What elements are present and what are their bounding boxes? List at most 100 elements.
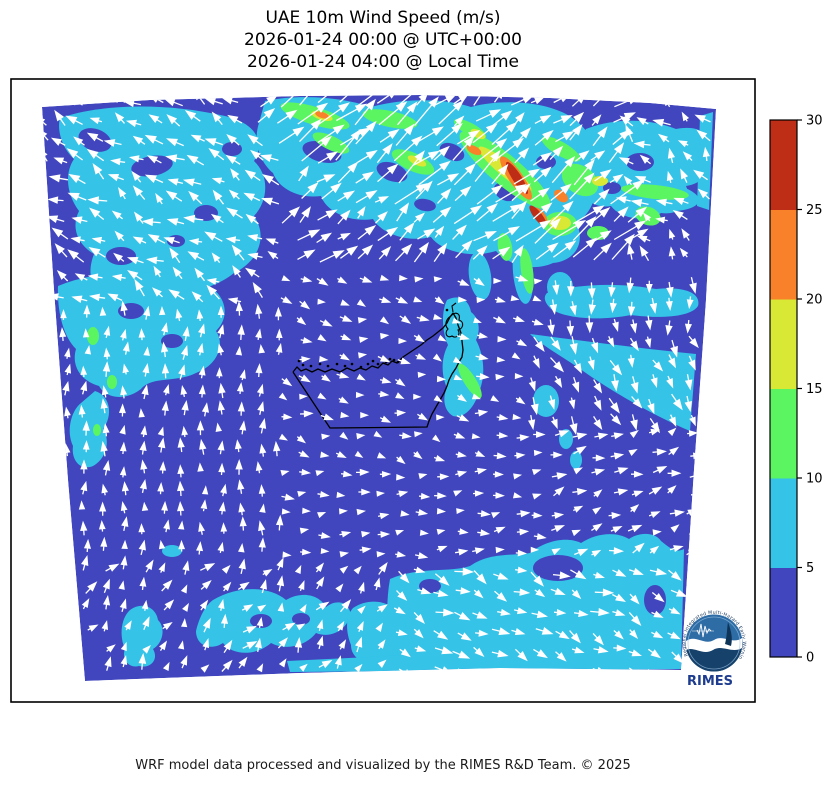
wind-arrow xyxy=(453,490,463,497)
wind-arrow xyxy=(336,371,350,379)
wind-arrow xyxy=(550,416,558,430)
wind-arrow xyxy=(493,452,507,460)
wind-arrow xyxy=(591,114,602,126)
island-dot xyxy=(371,359,375,363)
wind-arrow xyxy=(255,363,263,378)
wind-arrow xyxy=(633,140,651,149)
wind-arrow xyxy=(166,114,181,127)
wind-arrow xyxy=(166,218,185,226)
wind-arrow xyxy=(282,622,296,631)
wind-arrow xyxy=(339,315,353,322)
wind-arrow xyxy=(670,339,678,358)
wind-arrow xyxy=(629,629,639,640)
wind-arrow xyxy=(493,315,506,324)
wind-arrow xyxy=(60,309,67,320)
wind-arrow xyxy=(684,374,693,391)
wind-arrow xyxy=(258,537,266,552)
wind-arrow xyxy=(339,551,349,558)
wind-arrow xyxy=(414,552,429,560)
wind-arrow xyxy=(516,338,528,347)
wind-arrow xyxy=(81,554,89,571)
wind-arrow xyxy=(516,434,530,442)
wind-arrow xyxy=(670,524,680,533)
wind-arrow xyxy=(473,570,487,585)
wind-arrow xyxy=(592,126,608,147)
wind-arrow xyxy=(339,565,349,574)
wind-arrow xyxy=(274,306,282,321)
wind-arrow xyxy=(100,398,108,414)
wind-arrow xyxy=(237,479,245,494)
wind-arrow xyxy=(316,174,336,183)
wind-arrow xyxy=(651,630,664,639)
wind-arrow xyxy=(318,532,331,539)
wind-arrow xyxy=(379,415,392,423)
wind-arrow xyxy=(531,512,543,519)
wind-arrow xyxy=(433,589,449,598)
wind-speed-patch xyxy=(256,97,595,268)
wind-arrow xyxy=(259,443,267,457)
wind-arrow xyxy=(668,607,681,615)
wind-arrow xyxy=(340,599,352,613)
wind-arrow xyxy=(230,168,240,181)
wind-arrow xyxy=(354,98,376,126)
wind-arrow xyxy=(572,205,605,225)
wind-arrow xyxy=(375,211,388,224)
wind-arrow xyxy=(315,576,325,590)
wind-arrow xyxy=(316,635,324,650)
wind-arrow xyxy=(413,450,423,460)
wind-arrow xyxy=(163,237,180,245)
wind-arrow xyxy=(134,278,145,297)
wind-arrow xyxy=(83,538,91,553)
wind-arrow xyxy=(475,629,489,637)
wind-arrow xyxy=(552,571,571,580)
wind-arrow xyxy=(610,452,625,460)
wind-arrow xyxy=(400,510,410,517)
wind-arrow xyxy=(634,175,651,184)
wind-arrow xyxy=(143,346,150,356)
wind-arrow xyxy=(338,396,349,404)
wind-arrow xyxy=(294,564,302,575)
wind-speed-patch xyxy=(644,585,666,615)
wind-arrow xyxy=(280,95,310,108)
wind-arrow xyxy=(569,111,585,127)
wind-arrow xyxy=(122,363,130,375)
wind-arrow xyxy=(141,384,149,400)
wind-arrow xyxy=(104,656,112,671)
wind-arrow xyxy=(493,526,506,534)
wind-arrow xyxy=(373,577,381,591)
wind-arrow xyxy=(281,377,293,387)
wind-arrow xyxy=(299,410,314,418)
island-dot xyxy=(318,362,322,366)
island-dot xyxy=(301,363,305,367)
wind-arrow xyxy=(652,465,668,474)
wind-arrow xyxy=(66,97,83,106)
wind-arrow xyxy=(593,207,611,222)
wind-arrow xyxy=(191,291,204,303)
wind-arrow xyxy=(491,121,518,146)
wind-arrow xyxy=(227,114,243,124)
island-dot xyxy=(326,364,330,368)
wind-speed-patch xyxy=(162,545,182,557)
wind-arrow xyxy=(339,431,349,440)
wind-arrow xyxy=(611,432,624,440)
wind-arrow xyxy=(276,575,285,592)
wind-arrow xyxy=(593,646,609,654)
wind-speed-patch xyxy=(93,424,101,436)
wind-arrow xyxy=(397,101,418,126)
wind-arrow xyxy=(182,326,190,341)
wind-arrow xyxy=(574,609,589,618)
island-dot xyxy=(392,358,396,362)
wind-arrow xyxy=(247,134,263,147)
wind-arrow xyxy=(259,579,267,594)
wind-arrow xyxy=(492,203,523,222)
wind-arrow xyxy=(357,225,377,240)
wind-arrow xyxy=(138,523,146,535)
wind-arrow xyxy=(67,192,87,201)
wind-arrow xyxy=(297,102,329,125)
wind-arrow xyxy=(235,346,243,356)
wind-arrow xyxy=(396,473,406,481)
wind-arrow xyxy=(160,341,169,358)
wind-arrow xyxy=(457,129,481,145)
plot-frame xyxy=(10,78,756,703)
wind-arrow xyxy=(667,485,677,494)
